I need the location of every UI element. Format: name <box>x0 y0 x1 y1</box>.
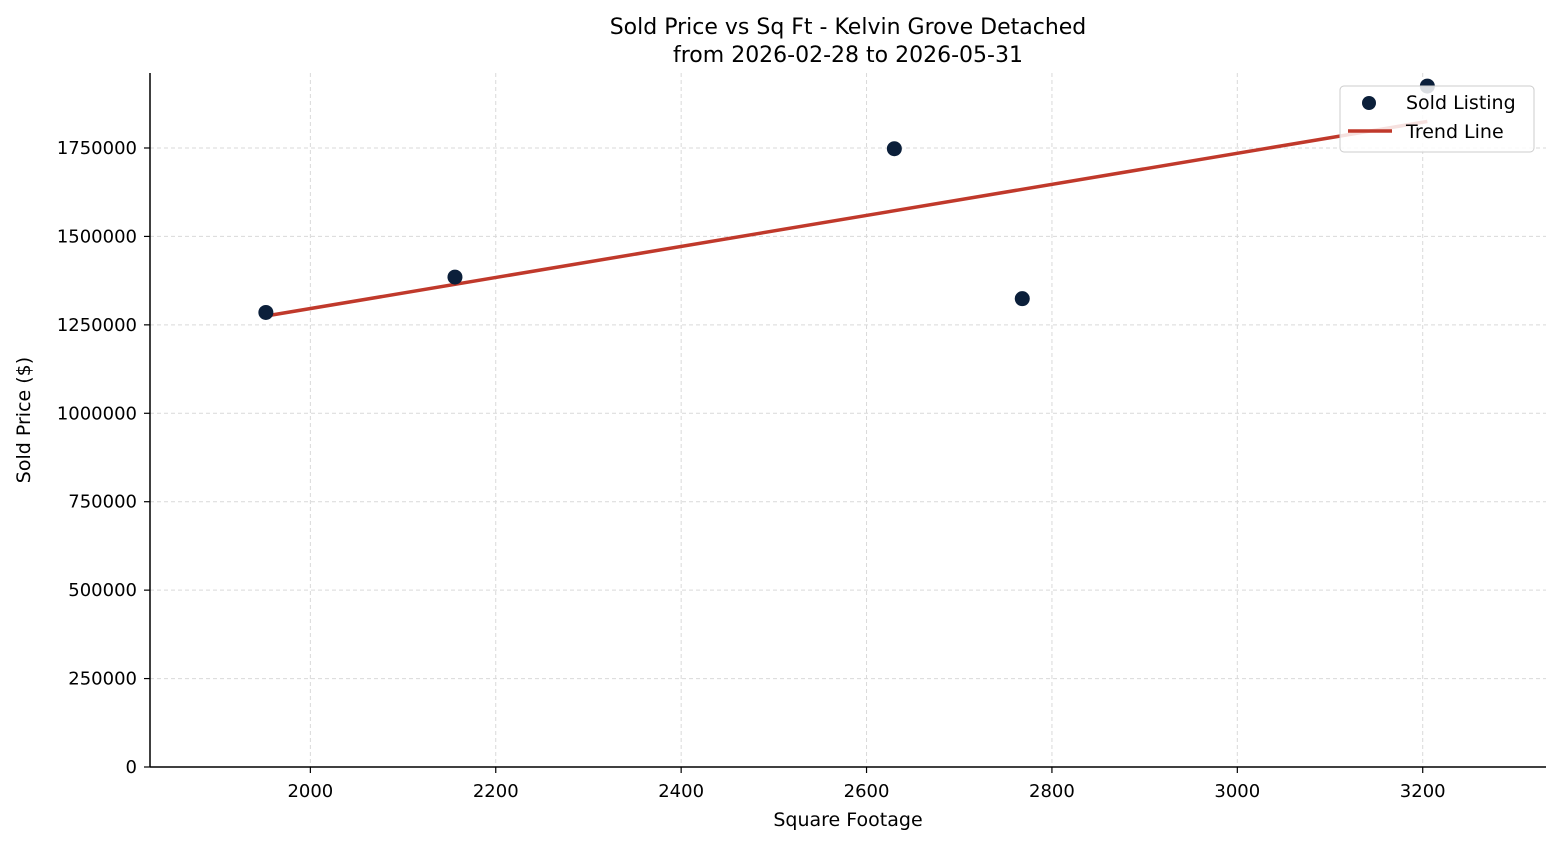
chart-title-line-1: Sold Price vs Sq Ft - Kelvin Grove Detac… <box>610 15 1087 40</box>
sold-listing-point <box>258 304 274 320</box>
chart-title-line-2: from 2026-02-28 to 2026-05-31 <box>673 43 1023 68</box>
y-tick-label: 1500000 <box>57 226 137 247</box>
trend-line-group <box>265 119 1428 318</box>
x-tick-label: 2400 <box>658 781 704 802</box>
y-tick-label: 1250000 <box>57 315 137 336</box>
trend-line <box>265 119 1428 318</box>
y-tick-label: 1000000 <box>57 403 137 424</box>
sold-listing-point <box>447 269 463 285</box>
legend-label-trend-line: Trend Line <box>1405 121 1504 143</box>
axes <box>149 73 1546 768</box>
y-axis-ticks: 0 250000 500000 750000 1000000 1250000 1500000… <box>57 138 150 778</box>
legend-marker-sold-listing <box>1362 96 1376 110</box>
legend-label-sold-listing: Sold Listing <box>1406 92 1516 114</box>
x-tick-label: 2200 <box>473 781 519 802</box>
x-tick-label: 3000 <box>1214 781 1260 802</box>
x-axis-ticks: 2000 2200 2400 2600 2800 3000 3200 <box>287 767 1446 802</box>
x-tick-label: 3200 <box>1400 781 1446 802</box>
y-tick-label: 250000 <box>68 669 137 690</box>
x-axis-label: Square Footage <box>773 809 922 831</box>
sold-listing-point <box>886 141 902 157</box>
y-tick-label: 750000 <box>68 492 137 513</box>
y-tick-label: 500000 <box>68 580 137 601</box>
grid-lines <box>150 73 1546 768</box>
legend-box <box>1339 85 1535 153</box>
y-tick-label: 1750000 <box>57 138 137 159</box>
x-tick-label: 2000 <box>287 781 333 802</box>
sold-listing-point <box>1014 291 1030 307</box>
x-tick-label: 2800 <box>1029 781 1075 802</box>
legend: Sold Listing Trend Line <box>1339 85 1535 153</box>
y-tick-label: 0 <box>126 757 137 778</box>
data-points <box>258 78 1435 320</box>
x-tick-label: 2600 <box>844 781 890 802</box>
y-axis-label: Sold Price ($) <box>13 357 35 483</box>
